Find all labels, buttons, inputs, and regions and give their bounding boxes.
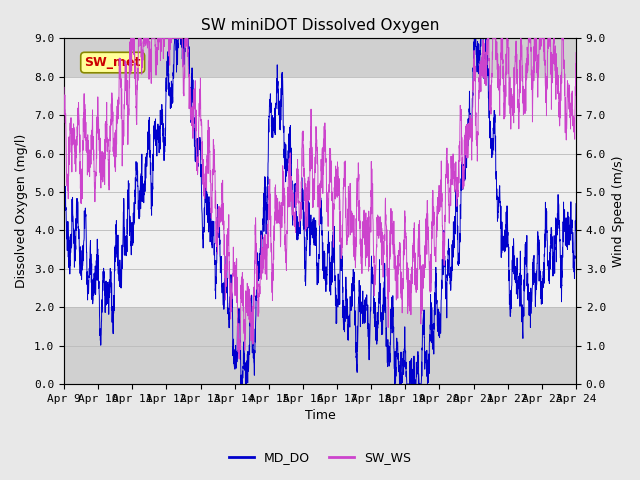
Y-axis label: Wind Speed (m/s): Wind Speed (m/s) xyxy=(612,156,625,267)
Bar xyxy=(64,77,576,307)
X-axis label: Time: Time xyxy=(305,409,335,422)
Legend: MD_DO, SW_WS: MD_DO, SW_WS xyxy=(224,446,416,469)
Text: SW_met: SW_met xyxy=(84,56,141,69)
Title: SW miniDOT Dissolved Oxygen: SW miniDOT Dissolved Oxygen xyxy=(201,18,439,33)
Y-axis label: Dissolved Oxygen (mg/l): Dissolved Oxygen (mg/l) xyxy=(15,134,28,288)
